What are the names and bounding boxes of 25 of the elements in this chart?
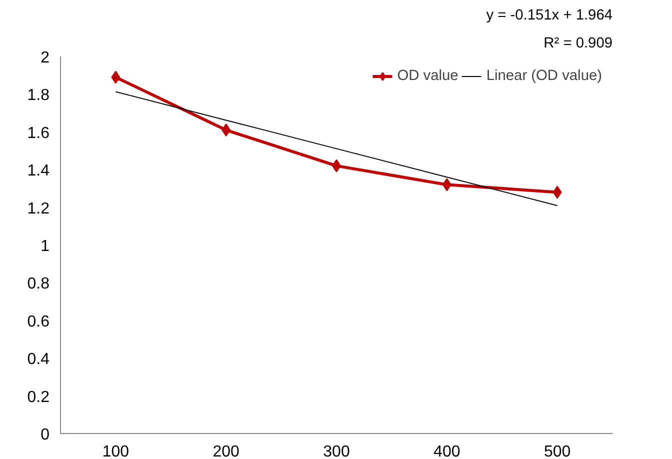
x-tick-label: 300 <box>323 444 350 459</box>
text: y = -0.151x + 1.964 <box>486 8 612 24</box>
text: R² = 0.909 <box>544 36 613 52</box>
point <box>442 178 452 192</box>
y-tick-label: 1 <box>40 238 50 255</box>
y-tick-label: 1.8 <box>27 87 50 104</box>
y-tick-label: 0.4 <box>27 351 50 368</box>
y-tick-label: 1.4 <box>27 162 50 180</box>
x-tick-label: 200 <box>212 444 240 459</box>
legend-label: Linear (OD value) <box>486 68 602 84</box>
y-tick-label: 1.6 <box>27 124 50 142</box>
x-tick-label: 400 <box>434 444 460 459</box>
line-series <box>115 91 558 206</box>
y-tick-label: 0 <box>40 426 50 444</box>
y-tick-label: 0.2 <box>27 388 50 406</box>
point <box>111 70 120 84</box>
legend-label: OD value <box>397 68 458 84</box>
x-tick-label: 100 <box>102 444 130 459</box>
y-tick-label: 1.2 <box>27 200 50 218</box>
y-tick-label: 2 <box>40 50 50 66</box>
x-tick-label: 500 <box>544 444 571 459</box>
point <box>222 124 231 137</box>
y-tick-label: 0.6 <box>27 313 50 330</box>
y-tick-label: 0.8 <box>27 276 50 293</box>
point <box>552 186 562 199</box>
